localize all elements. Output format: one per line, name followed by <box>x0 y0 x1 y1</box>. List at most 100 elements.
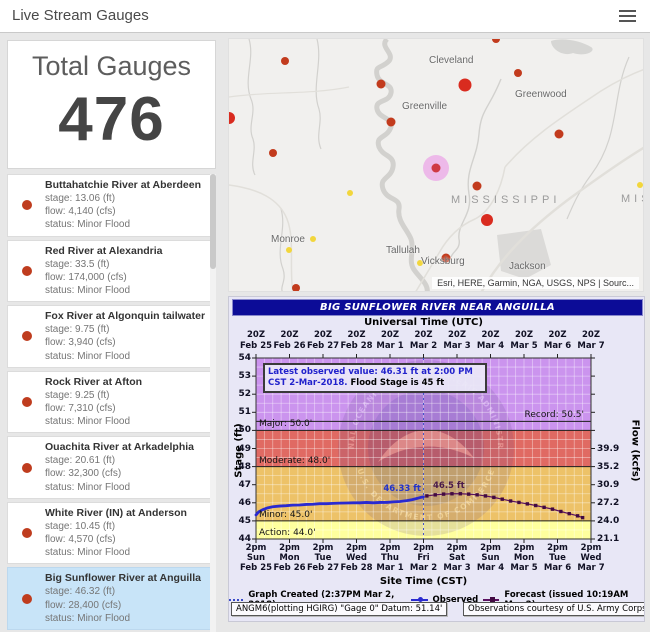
bottom-axis-time-tick: 2pm <box>312 543 334 553</box>
lake-shape <box>551 39 593 55</box>
gauge-detail-line: flow: 174,000 (cfs) <box>45 271 127 283</box>
bottom-axis-day-tick: Thu <box>381 553 399 563</box>
bottom-axis-date-tick: Mar 5 <box>510 563 538 573</box>
bottom-axis-date-tick: Mar 7 <box>577 563 605 573</box>
list-scrollbar[interactable] <box>210 174 216 632</box>
map-gauge-marker[interactable] <box>417 260 423 266</box>
forecast-swatch <box>483 597 500 602</box>
map-gauge-marker[interactable] <box>514 69 522 77</box>
list-item[interactable]: White River (IN) at Anderson stage: 10.45… <box>7 501 216 565</box>
bottom-axis-time-tick: 2pm <box>513 543 535 553</box>
map-gauge-marker[interactable] <box>347 190 353 196</box>
city-label: Tallulah <box>386 245 420 256</box>
gauge-detail-line: status: Minor Flood <box>45 547 131 559</box>
gauge-name: Buttahatchie River at Aberdeen <box>45 179 201 191</box>
gauge-status-dot <box>21 265 32 276</box>
stage-tick-label: 47 <box>238 479 251 490</box>
map-gauge-marker[interactable] <box>441 253 451 263</box>
gauge-detail-line: stage: 9.25 (ft) <box>45 389 110 401</box>
map-gauge-marker[interactable] <box>310 236 316 242</box>
top-axis-date-tick: Feb 27 <box>306 341 340 351</box>
observations-credit-note: Observations courtesy of U.S. Army Corps… <box>463 602 644 616</box>
latest-observed-annotation: Latest observed value: 46.31 ft at 2:00 … <box>263 363 487 394</box>
city-label: Vicksburg <box>421 256 465 267</box>
map-gauge-marker[interactable] <box>286 247 292 253</box>
bottom-axis-day-tick: Mon <box>513 553 535 563</box>
gauge-detail-line: flow: 32,300 (cfs) <box>45 468 122 480</box>
map-gauge-marker[interactable] <box>281 57 289 65</box>
top-axis-time-tick: 20Z <box>481 330 500 340</box>
list-item[interactable]: Ouachita River at Arkadelphia stage: 20.6… <box>7 436 216 499</box>
map-gauge-marker[interactable] <box>458 78 472 92</box>
top-axis-time-tick: 20Z <box>414 330 433 340</box>
gauge-detail-line: stage: 33.5 (ft) <box>45 258 110 270</box>
flow-tick-label: 21.1 <box>597 534 620 544</box>
map-gauge-marker[interactable] <box>229 112 235 124</box>
bottom-axis-date-tick: Mar 2 <box>409 563 438 573</box>
bottom-axis-time-tick: 2pm <box>580 543 602 553</box>
city-label: Greenville <box>402 101 448 112</box>
map[interactable]: MISSISSIPPI MISSISS Cleveland Greenwood Gree… <box>228 38 644 292</box>
top-axis-time-tick: 20Z <box>548 330 567 340</box>
total-gauges-card: Total Gauges 476 <box>7 40 216 169</box>
top-axis-date-tick: Feb 26 <box>273 341 306 351</box>
city-label: Cleveland <box>429 55 474 66</box>
gauge-text: Buttahatchie River at Aberdeen stage: 13.… <box>45 175 203 236</box>
list-item[interactable]: Rock River at Afton stage: 9.25 (ft) flow:… <box>7 370 216 434</box>
map-gauge-marker[interactable] <box>481 214 493 226</box>
gauge-detail-line: stage: 10.45 (ft) <box>45 520 116 532</box>
gauge-status-dot <box>21 462 32 473</box>
gauge-detail-line: status: Minor Flood <box>45 612 131 624</box>
gauge-dot-column <box>8 200 45 211</box>
gauge-detail-line: flow: 4,140 (cfs) <box>45 206 116 218</box>
forecast-peak-label: 46.5 ft <box>433 481 465 491</box>
bottom-axis-day-tick: Mon <box>279 553 300 563</box>
map-gauge-marker[interactable] <box>554 129 564 139</box>
top-axis-date-tick: Mar 2 <box>409 341 438 351</box>
stage-tick-label: 52 <box>238 389 251 400</box>
gauge-detail-line: status: Minor Flood <box>45 416 131 428</box>
map-attribution: Esri, HERE, Garmin, NGA, USGS, NPS | Sou… <box>432 277 639 289</box>
map-gauge-marker[interactable] <box>472 181 482 191</box>
gauge-detail-line: flow: 3,940 (cfs) <box>45 337 116 349</box>
top-axis-time-tick: 20Z <box>448 330 466 340</box>
bottom-axis-date-tick: Mar 1 <box>376 563 404 573</box>
hydrograph-plot: NATIONAL OCEANIC AND ATMOSPHERIC ADMINIS… <box>252 354 595 543</box>
gauge-dot-column <box>8 593 45 604</box>
gauge-text: Fox River at Algonquin tailwater stage: 9… <box>45 306 207 367</box>
stage-tick-label: 46 <box>238 497 251 508</box>
list-item[interactable]: Fox River at Algonquin tailwater stage: 9… <box>7 305 216 368</box>
menu-icon[interactable] <box>619 10 636 23</box>
bottom-axis-day-tick: Fri <box>417 553 430 563</box>
top-axis-time-tick: 20Z <box>347 330 366 340</box>
list-item[interactable]: Buttahatchie River at Aberdeen stage: 13.… <box>7 174 216 237</box>
list-item[interactable]: Big Sunflower River at Anguilla stage: 46… <box>7 567 216 630</box>
bottom-axis-date-tick: Mar 3 <box>443 563 471 573</box>
stage-tick-label: 51 <box>238 407 251 418</box>
map-gauge-marker[interactable] <box>376 79 386 89</box>
list-item[interactable]: Red River at Alexandria stage: 33.5 (ft) f… <box>7 239 216 303</box>
map-gauge-marker[interactable] <box>637 182 643 188</box>
legend-observed: Observed <box>432 595 479 605</box>
gauge-detail-line: stage: 46.32 (ft) <box>45 586 116 598</box>
selected-gauge-marker[interactable] <box>431 163 441 173</box>
map-gauge-marker[interactable] <box>386 117 396 127</box>
top-axis-date-tick: Mar 1 <box>376 341 404 351</box>
stage-tick-label: 54 <box>238 353 251 363</box>
flood-threshold-label: Minor: 45.0' <box>259 509 313 520</box>
bottom-axis-day-tick: Wed <box>580 553 602 563</box>
top-axis-time-tick: 20Z <box>280 330 299 340</box>
chart-top-axis-title: Universal Time (UTC) <box>364 317 483 328</box>
gauge-dot-column <box>8 265 45 276</box>
map-gauge-marker[interactable] <box>269 149 277 157</box>
map-gauge-marker[interactable] <box>492 39 500 43</box>
bottom-axis-day-tick: Tue <box>549 553 566 563</box>
total-gauges-value: 476 <box>58 85 165 154</box>
gauge-name: Big Sunflower River at Anguilla <box>45 572 201 585</box>
annotation-flood-stage: Flood Stage is 45 ft <box>347 378 445 389</box>
list-scrollbar-thumb[interactable] <box>210 174 216 269</box>
top-axis-time-tick: 20Z <box>247 330 265 340</box>
gauge-text: Rock River at Afton stage: 9.25 (ft) flow:… <box>45 372 144 433</box>
map-gauge-marker[interactable] <box>292 284 300 292</box>
city-label: Monroe <box>271 234 305 245</box>
